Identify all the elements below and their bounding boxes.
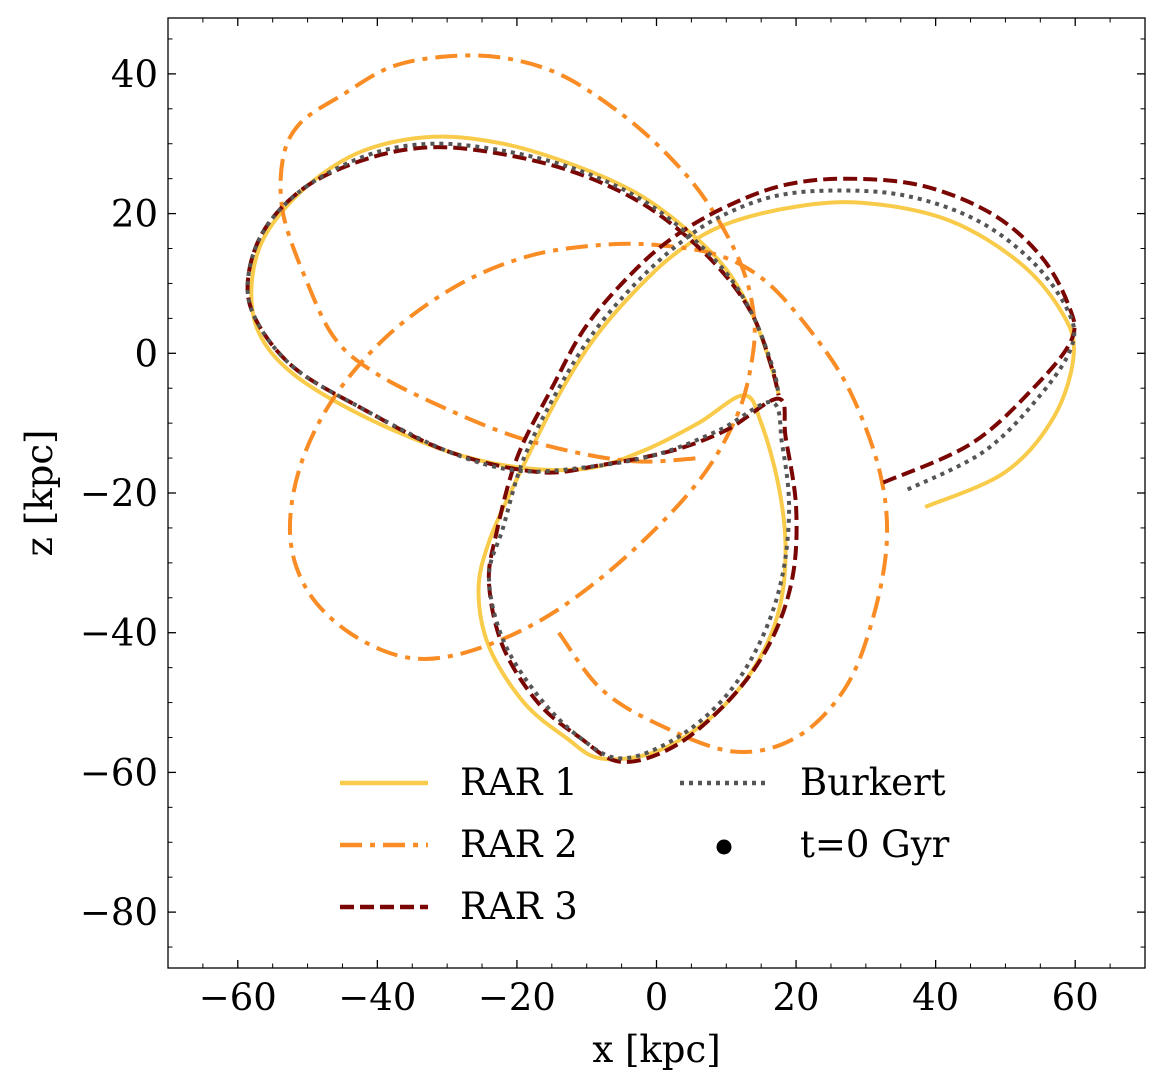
- legend-label: Burkert: [800, 761, 946, 804]
- y-tick-label: 40: [111, 53, 158, 96]
- y-axis-label: z [kpc]: [18, 430, 61, 557]
- x-tick-label: 40: [912, 976, 959, 1019]
- x-tick-label: 60: [1052, 976, 1099, 1019]
- y-tick-label: −40: [80, 612, 158, 655]
- y-tick-label: 0: [134, 332, 158, 375]
- y-tick-label: −80: [80, 891, 158, 934]
- legend-label: RAR 2: [460, 823, 578, 866]
- series-layer: [245, 53, 1077, 764]
- ticks-layer: −60 −40 −20 0 20 40 60 −80 −60 −40 −20 0 20 40: [80, 18, 1146, 1019]
- legend-marker-t0: [716, 839, 732, 855]
- y-tick-label: −20: [80, 472, 158, 515]
- legend-label: RAR 3: [460, 885, 578, 928]
- legend-label: RAR 1: [460, 761, 578, 804]
- series-line-rar-3: [245, 145, 1077, 764]
- y-tick-label: −60: [80, 751, 158, 794]
- x-tick-label: 20: [773, 976, 820, 1019]
- x-tick-label: 0: [645, 976, 669, 1019]
- plot-frame: [167, 17, 1146, 969]
- x-tick-label: −20: [478, 976, 556, 1019]
- series-line-rar-1: [249, 134, 1076, 762]
- x-tick-label: −60: [199, 976, 277, 1019]
- legend: RAR 1 RAR 2 RAR 3 Burkert t=0 Gyr: [340, 761, 950, 928]
- x-axis-label: x [kpc]: [592, 1028, 720, 1071]
- x-tick-label: −40: [338, 976, 416, 1019]
- series-line-burkert: [245, 141, 1077, 761]
- series-line-rar-2: [278, 53, 890, 754]
- legend-label: t=0 Gyr: [800, 823, 950, 866]
- y-tick-label: 20: [111, 193, 158, 236]
